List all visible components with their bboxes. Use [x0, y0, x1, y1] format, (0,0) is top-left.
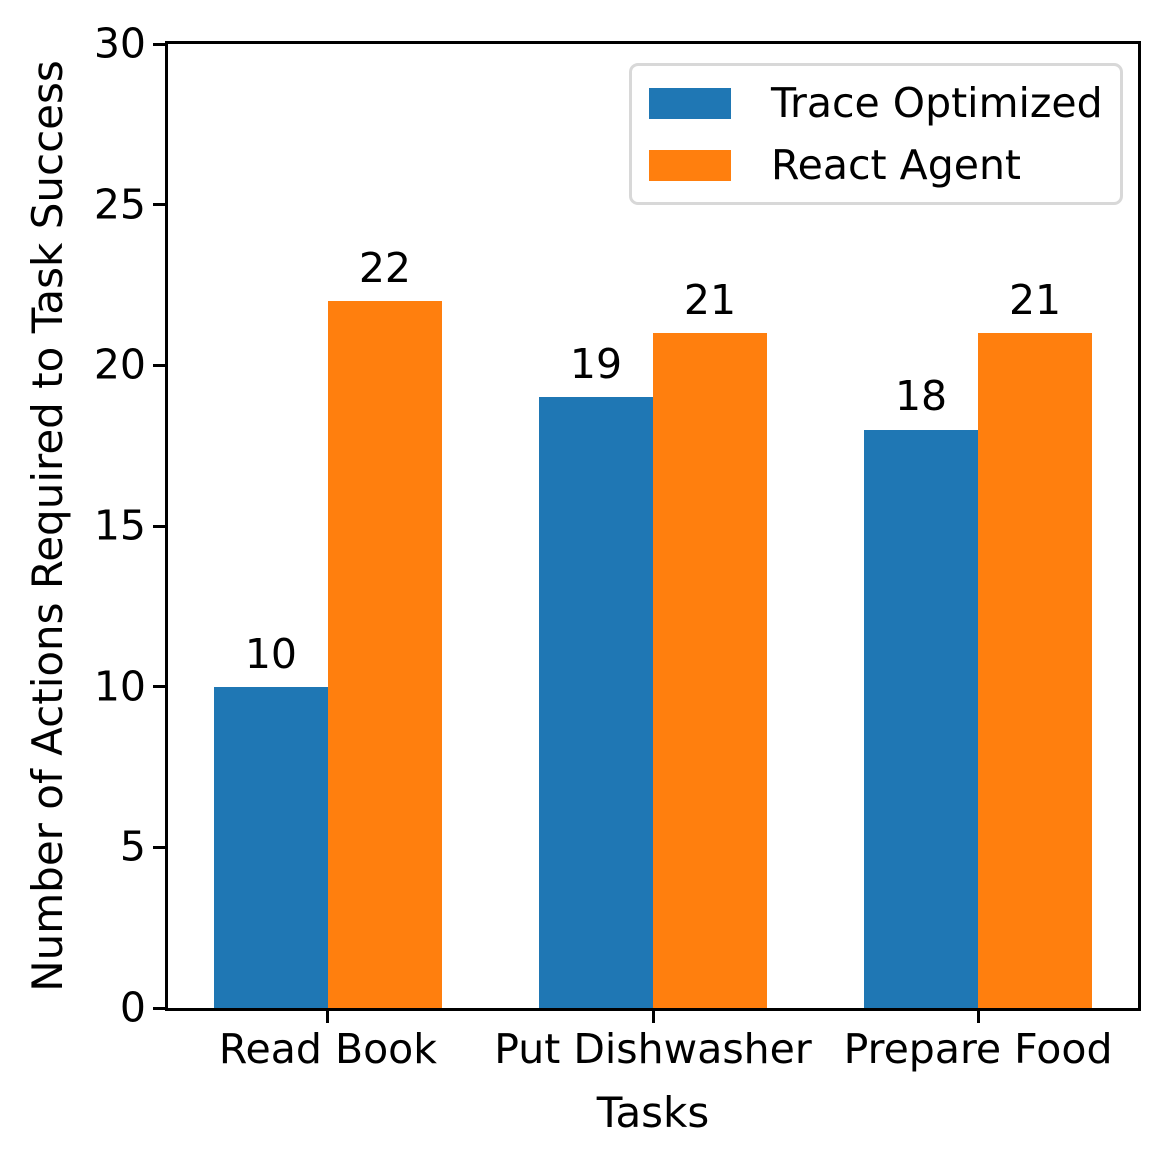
y-tick-label-10: 10 — [93, 662, 146, 711]
y-tick-label-0: 0 — [119, 983, 146, 1032]
bar-react-agent-1: 21 — [653, 276, 767, 1008]
plot-area: Trace Optimized React Agent 0 5 10 15 20 25 30… — [94, 23, 1141, 1073]
legend-item-react-agent: React Agent — [649, 141, 1103, 189]
bar-trace-optimized-2: 18 — [864, 373, 979, 1008]
y-tick-label-15: 15 — [93, 501, 146, 550]
legend-swatch-react-agent-icon — [649, 149, 731, 181]
y-axis-label: Number of Actions Required to Task Succe… — [23, 60, 72, 992]
y-tick-mark-30 — [153, 42, 165, 46]
x-tick-label-0: Read Book — [218, 1025, 437, 1073]
y-tick-mark-0 — [153, 1006, 165, 1010]
y-tick-mark-10 — [153, 685, 165, 689]
x-tick-label-1: Put Dishwasher — [494, 1025, 812, 1073]
bar-value-label: 18 — [894, 372, 948, 421]
legend-item-trace-optimized: Trace Optimized — [649, 79, 1103, 127]
y-tick-label-20: 20 — [93, 340, 146, 389]
bar-value-label: 21 — [683, 276, 737, 325]
x-tick-mark-0 — [326, 1011, 330, 1023]
y-tick-mark-15 — [153, 524, 165, 528]
bar-value-label: 10 — [244, 629, 298, 678]
y-tick-mark-5 — [153, 845, 165, 849]
bar-value-label: 22 — [358, 243, 412, 292]
bar-value-label: 19 — [569, 340, 623, 389]
x-axis-label: Tasks — [596, 1088, 710, 1137]
legend-label-trace-optimized: Trace Optimized — [771, 79, 1103, 127]
legend-swatch-trace-optimized-icon — [649, 87, 731, 119]
bar-react-agent-0: 22 — [327, 244, 442, 1008]
y-tick-label-25: 25 — [93, 180, 146, 229]
bar-react-agent-2: 21 — [978, 276, 1093, 1008]
y-tick-mark-20 — [153, 363, 165, 367]
legend: Trace Optimized React Agent — [629, 63, 1123, 205]
y-tick-label-30: 30 — [93, 19, 146, 68]
x-tick-mark-1 — [651, 1011, 655, 1023]
legend-label-react-agent: React Agent — [771, 141, 1022, 189]
bar-trace-optimized-1: 19 — [539, 341, 653, 1008]
bar-trace-optimized-0: 10 — [213, 630, 328, 1008]
bar-value-label: 21 — [1008, 276, 1062, 325]
y-tick-mark-25 — [153, 203, 165, 207]
x-tick-mark-2 — [976, 1011, 980, 1023]
x-tick-label-2: Prepare Food — [843, 1025, 1113, 1073]
y-tick-label-5: 5 — [119, 822, 146, 871]
